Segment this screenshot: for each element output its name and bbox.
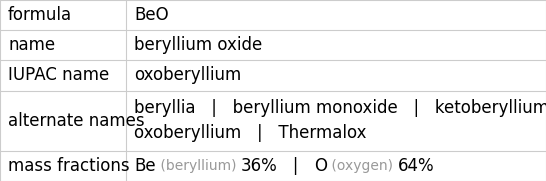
- Text: mass fractions: mass fractions: [8, 157, 129, 175]
- Text: IUPAC name: IUPAC name: [8, 66, 109, 84]
- Text: 36%: 36%: [240, 157, 277, 175]
- Text: (oxygen): (oxygen): [328, 159, 397, 173]
- Text: 64%: 64%: [397, 157, 435, 175]
- Text: name: name: [8, 36, 55, 54]
- Text: beryllia   |   beryllium monoxide   |   ketoberyllium   |
oxoberyllium   |   The: beryllia | beryllium monoxide | ketobery…: [134, 99, 546, 142]
- Text: Be: Be: [134, 157, 156, 175]
- Text: alternate names: alternate names: [8, 112, 145, 130]
- Text: oxoberyllium: oxoberyllium: [134, 66, 241, 84]
- Text: formula: formula: [8, 6, 72, 24]
- Text: beryllium oxide: beryllium oxide: [134, 36, 262, 54]
- Text: (beryllium): (beryllium): [156, 159, 240, 173]
- Text: BeO: BeO: [134, 6, 169, 24]
- Text: |: |: [277, 157, 314, 175]
- Text: O: O: [314, 157, 328, 175]
